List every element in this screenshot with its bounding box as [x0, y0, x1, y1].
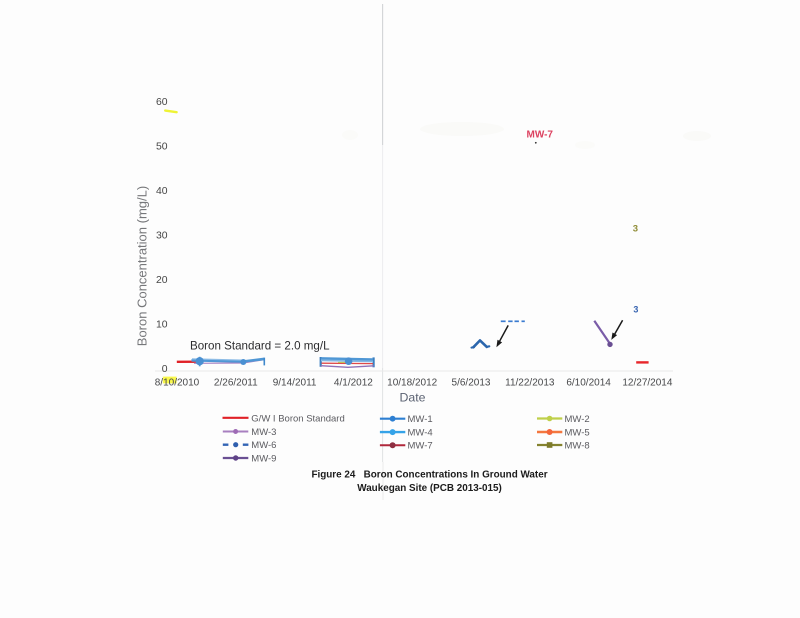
- svg-text:50: 50: [156, 142, 168, 153]
- svg-text:5/6/2013: 5/6/2013: [452, 378, 491, 389]
- svg-text:MW-2: MW-2: [565, 414, 590, 425]
- svg-text:30: 30: [156, 231, 168, 242]
- svg-text:Figure 24 Boron Concentratio: Figure 24 Boron Concentrations In Ground…: [311, 470, 547, 481]
- svg-text:2/26/2011: 2/26/2011: [214, 378, 258, 389]
- svg-text:6/10/2014: 6/10/2014: [566, 378, 611, 389]
- svg-text:Boron Concentration (mg/L): Boron Concentration (mg/L): [135, 186, 150, 346]
- svg-text:Boron Standard = 2.0 mg/L: Boron Standard = 2.0 mg/L: [190, 340, 330, 353]
- svg-text:20: 20: [156, 275, 168, 286]
- svg-text:MW-6: MW-6: [251, 440, 276, 451]
- svg-text:MW-8: MW-8: [565, 441, 590, 452]
- svg-text:9/14/2011: 9/14/2011: [273, 378, 317, 389]
- svg-text:MW-4: MW-4: [408, 428, 433, 439]
- svg-text:40: 40: [156, 186, 168, 197]
- svg-text:MW-7: MW-7: [527, 130, 554, 141]
- svg-text:0: 0: [162, 364, 168, 375]
- svg-text:12/27/2014: 12/27/2014: [622, 378, 672, 389]
- svg-text:3: 3: [633, 305, 638, 315]
- svg-text:MW-3: MW-3: [251, 427, 276, 438]
- svg-text:10/18/2012: 10/18/2012: [387, 378, 437, 389]
- svg-text:Waukegan Site (PCB 2013-015): Waukegan Site (PCB 2013-015): [357, 483, 502, 494]
- svg-text:Date: Date: [400, 391, 426, 405]
- svg-text:3: 3: [633, 224, 638, 235]
- svg-text:10: 10: [156, 320, 168, 331]
- svg-text:4/1/2012: 4/1/2012: [334, 378, 373, 389]
- svg-text:G/W I Boron Standard: G/W I Boron Standard: [251, 413, 344, 424]
- svg-text:60: 60: [156, 97, 168, 108]
- svg-text:MW-7: MW-7: [408, 441, 433, 452]
- svg-text:11/22/2013: 11/22/2013: [505, 378, 555, 389]
- svg-text:MW-1: MW-1: [408, 414, 433, 425]
- svg-text:8/10/2010: 8/10/2010: [155, 378, 200, 389]
- svg-text:MW-9: MW-9: [251, 454, 276, 465]
- svg-text:MW-5: MW-5: [565, 428, 590, 439]
